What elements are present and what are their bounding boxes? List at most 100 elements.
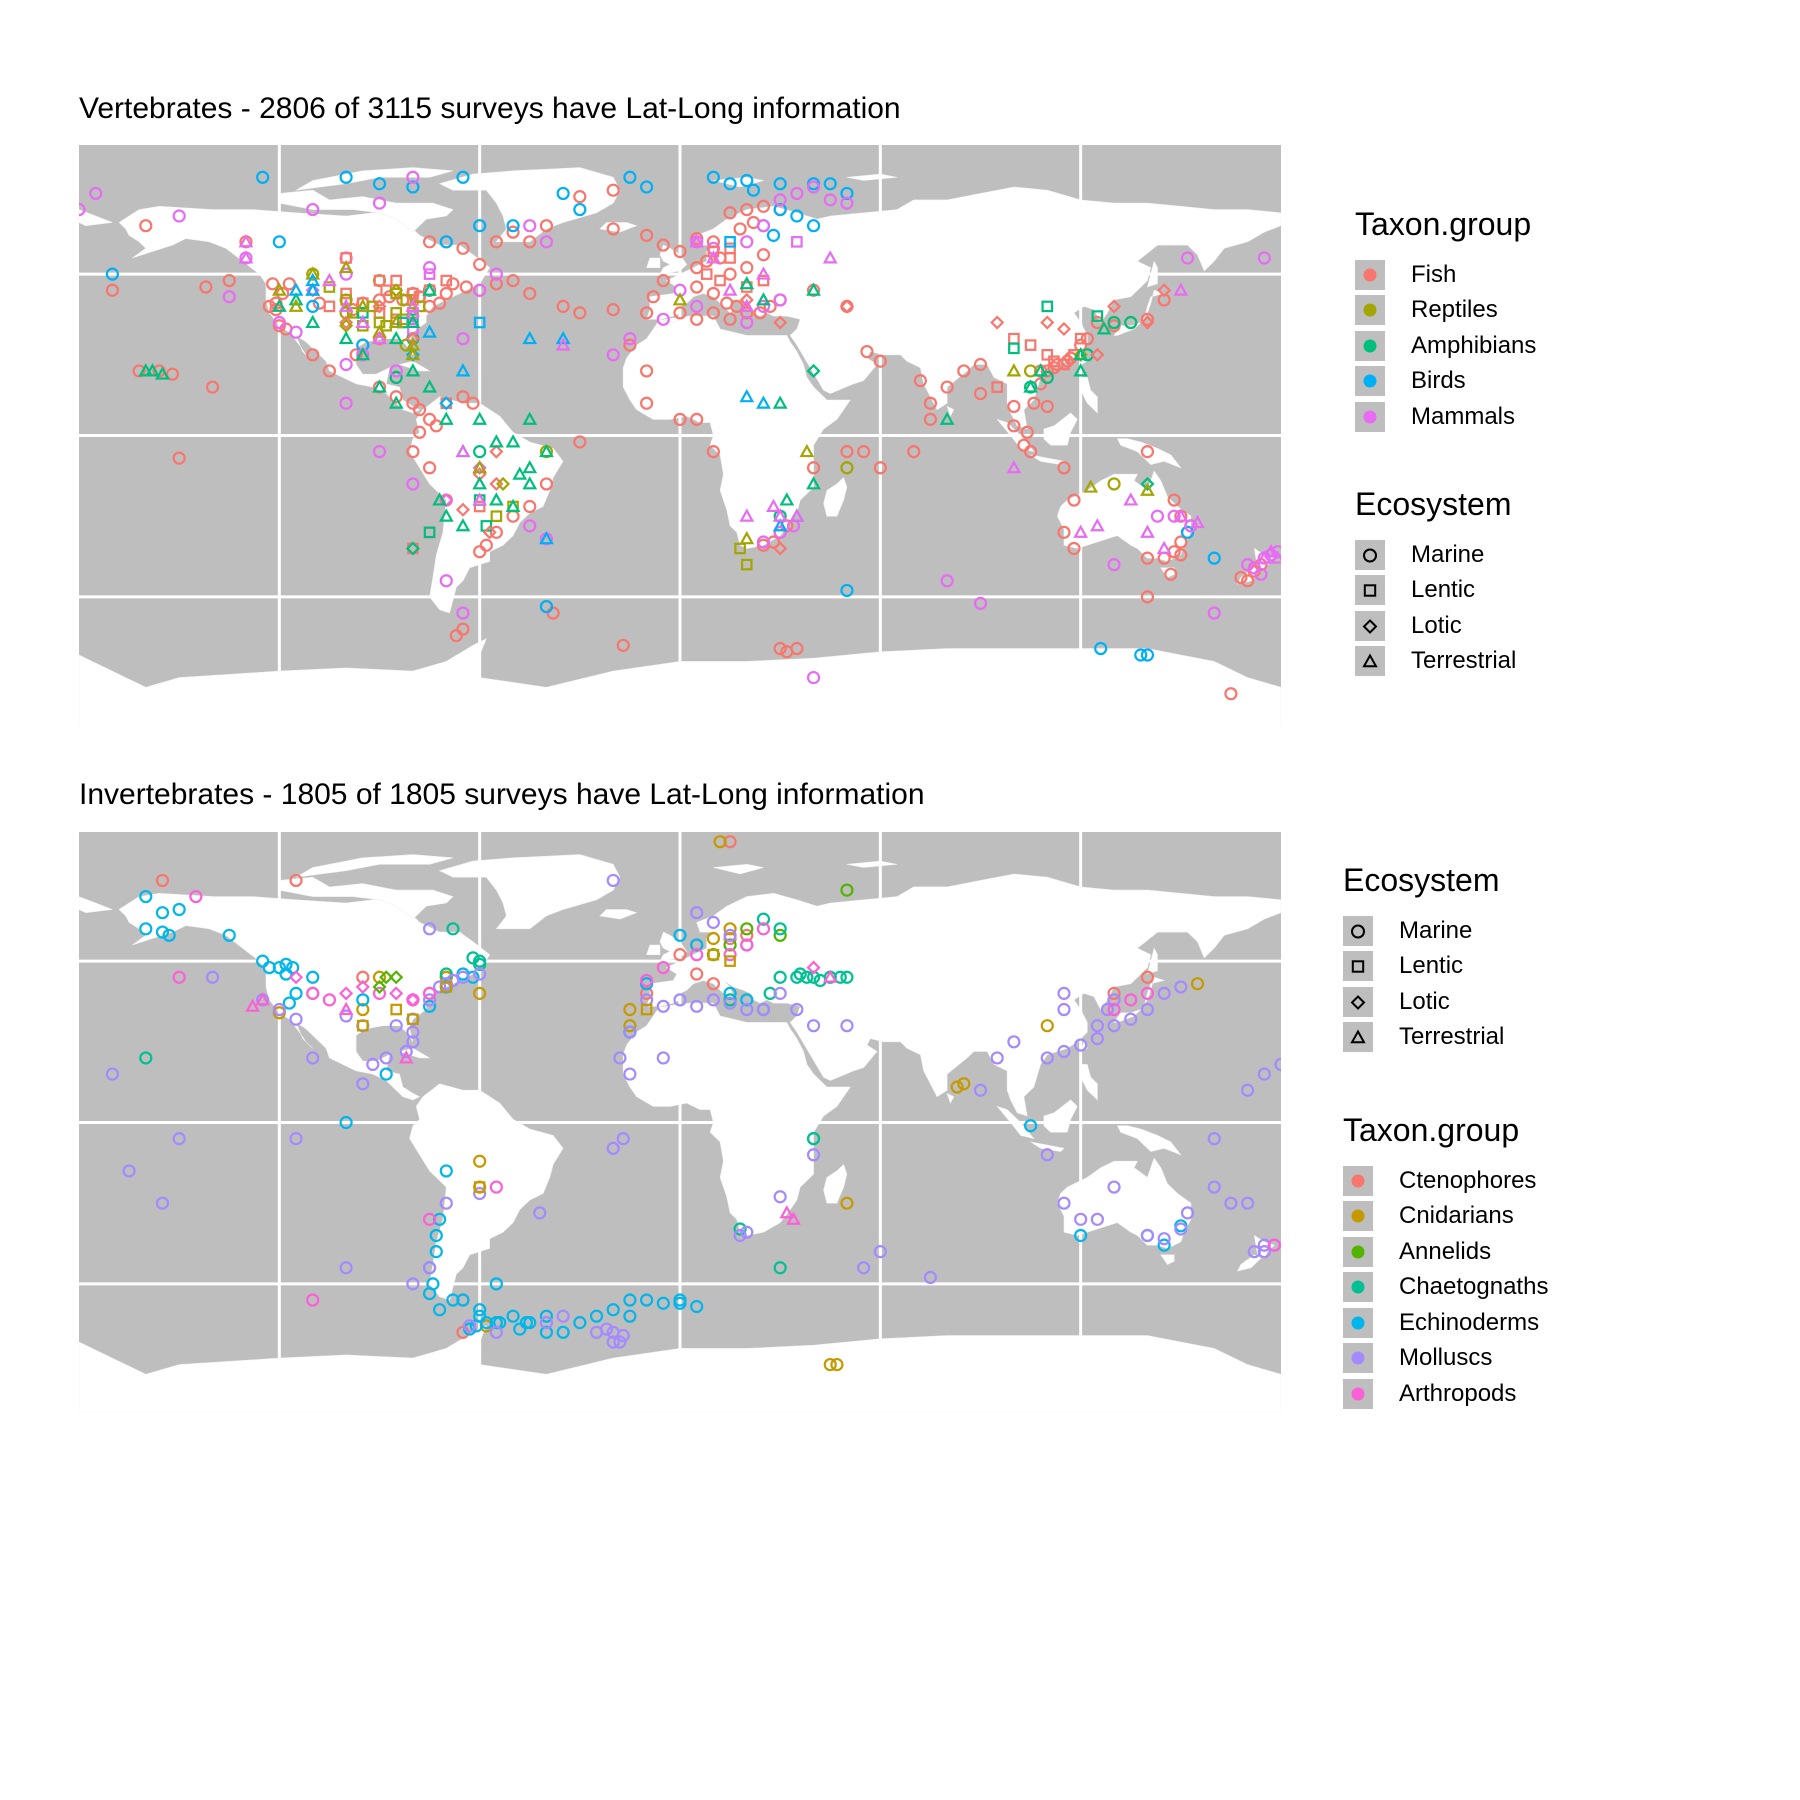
survey-point [1020,425,1034,439]
survey-point [407,294,419,306]
survey-point [423,526,436,539]
survey-point [800,970,814,984]
survey-point [1157,283,1172,298]
survey-point [723,922,737,936]
legend-item: Lotic [1355,608,1516,644]
vertebrates-legend-ecosystem: Ecosystem Marine Lentic Lotic Terrestrial [1355,486,1516,679]
survey-point [723,996,737,1010]
survey-point [806,180,821,194]
survey-point [1270,550,1281,564]
survey-point [616,1132,630,1146]
survey-point [839,299,855,314]
survey-point [1174,1222,1188,1236]
survey-point [489,1325,503,1339]
survey-point [833,970,847,984]
survey-point [172,970,186,984]
survey-point [740,993,754,1007]
survey-point [690,1299,704,1314]
survey-point [822,969,838,983]
survey-point [840,583,854,598]
survey-point [1107,1019,1121,1033]
survey-point [282,996,296,1010]
survey-point [773,1261,787,1275]
survey-point [456,332,470,346]
survey-point [1074,1038,1088,1052]
land-polygon [438,167,621,243]
survey-point [673,412,687,426]
land-polygon [1043,412,1078,446]
survey-point [155,366,170,380]
survey-point [740,235,754,249]
survey-point [539,599,554,614]
survey-point [1180,251,1195,265]
survey-point [830,1357,844,1372]
legend-key [1343,1201,1373,1232]
survey-point [222,273,236,288]
invertebrates-legend-taxon: Taxon.group Ctenophores Cnidarians Annelids… [1343,1112,1548,1412]
survey-point [806,363,821,379]
legend-label: Lotic [1399,987,1450,1015]
survey-point [773,928,787,942]
survey-point [266,277,280,291]
survey-point [706,286,720,301]
survey-point [573,190,587,204]
survey-point [238,234,254,248]
survey-point [355,314,371,329]
survey-point [405,541,420,556]
survey-point [455,502,471,517]
survey-point [276,286,290,301]
survey-point [472,411,488,425]
survey-point [706,993,720,1007]
survey-point [806,670,821,685]
survey-point [756,248,771,262]
survey-point [1073,524,1089,538]
legend-item: Lentic [1343,949,1504,985]
survey-point [422,461,437,475]
survey-point [791,236,803,248]
survey-point [155,1196,170,1210]
land-polygon [438,854,621,930]
survey-point [1060,354,1074,368]
land-polygon [1237,1254,1262,1272]
survey-point [773,541,788,556]
survey-point [860,344,874,359]
survey-point [640,1003,653,1016]
survey-point [707,948,720,961]
legend-symbol [1363,548,1377,563]
survey-point [406,1035,420,1049]
survey-point [382,290,397,304]
survey-point [773,641,787,656]
legend-item: Birds [1355,364,1536,400]
survey-point [753,306,767,320]
survey-point [623,1309,637,1323]
survey-point [205,970,220,984]
survey-point [255,992,271,1006]
survey-point [730,299,744,313]
survey-point [1173,282,1189,296]
invertebrates-title: Invertebrates - 1805 of 1805 surveys hav… [79,778,925,811]
survey-point [523,219,537,233]
survey-point [556,186,570,201]
invertebrates-map [79,832,1281,1413]
survey-point [623,332,637,346]
survey-point [405,298,421,312]
survey-point [272,315,286,330]
survey-point [533,1206,547,1220]
survey-point [1094,641,1108,656]
survey-point [1006,363,1022,377]
survey-point [656,999,670,1013]
legend-symbol [1363,303,1377,317]
survey-point [822,250,838,264]
survey-point [763,299,777,313]
survey-point [756,1002,771,1017]
survey-point [459,280,473,294]
survey-point [456,970,470,984]
survey-point [489,444,504,459]
survey-point [105,1067,119,1081]
survey-point [172,451,186,465]
survey-point [740,1002,754,1017]
legend-label: Cnidarians [1399,1202,1514,1230]
survey-point [473,1181,486,1193]
survey-point [432,492,447,506]
survey-point [238,250,254,264]
